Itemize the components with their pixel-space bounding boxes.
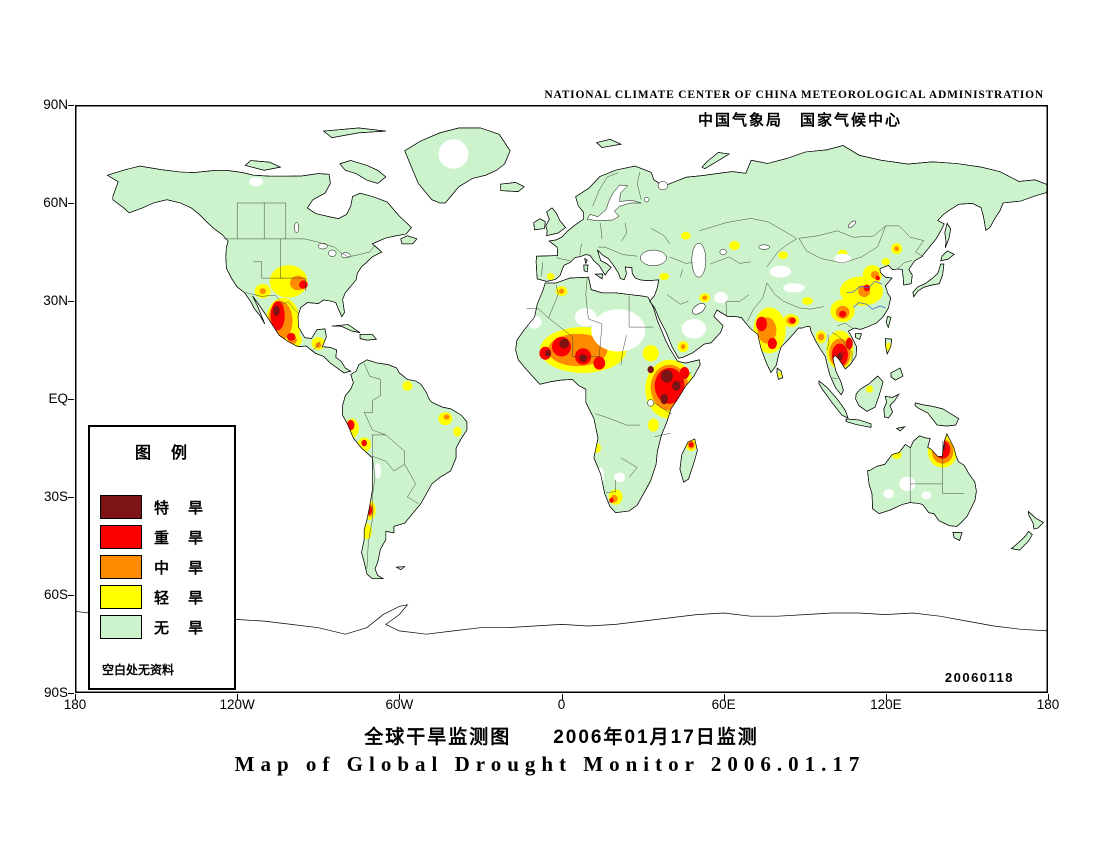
lat-label: 60S [43,587,68,602]
lon-tick [1048,694,1049,700]
legend-title: 图 例 [134,445,189,462]
legend-rows: 特 旱重 旱中 旱轻 旱无 旱 [90,495,234,639]
legend-row: 轻 旱 [100,585,234,609]
inland-seas [294,181,857,407]
datestamp: 20060118 [944,670,1014,685]
lat-label: 90N [43,97,68,112]
legend: 图 例 特 旱重 旱中 旱轻 旱无 旱 空白处无资料 [88,425,236,690]
lat-label: 30S [43,489,68,504]
antarctica [75,604,1048,693]
legend-swatch-severe [100,525,142,549]
lon-label: 120W [219,697,255,712]
world-drought-map: 中国气象局 国家气候中心 图 例 特 旱重 旱中 旱轻 旱无 旱 空白处无资料 … [75,105,1048,693]
lat-tick [68,301,74,302]
agency-title-cn: 中国气象局 国家气候中心 [697,112,902,129]
lon-label: 180 [63,697,87,712]
legend-swatch-none [100,615,142,639]
lat-label: 60N [43,195,68,210]
lon-label: 60E [711,697,736,712]
legend-row: 中 旱 [100,555,234,579]
lon-tick [75,694,76,700]
legend-swatch-extreme [100,495,142,519]
legend-row: 无 旱 [100,615,234,639]
lat-tick [68,693,74,694]
lat-tick [68,595,74,596]
lat-tick [68,399,74,400]
map-frame [75,105,1048,693]
legend-swatch-moderate [100,555,142,579]
agency-title-en: NATIONAL CLIMATE CENTER OF CHINA METEORO… [544,89,1044,101]
lat-label: EQ [48,391,68,406]
lon-tick [885,694,887,700]
legend-label: 轻 旱 [154,589,206,607]
world-map-svg [75,105,1048,693]
lat-label: 30N [43,293,68,308]
lon-tick [723,694,725,700]
coastlines [106,127,1048,579]
legend-row: 特 旱 [100,495,234,519]
lat-tick [68,105,74,106]
legend-row: 重 旱 [100,525,234,549]
caption-en: Map of Global Drought Monitor 2006.01.17 [234,752,866,776]
legend-swatch-light [100,585,142,609]
legend-note: 空白处无资料 [102,663,175,677]
lon-label: 0 [557,697,566,712]
lon-label: 120E [870,697,902,712]
lon-tick [237,694,239,700]
lat-tick [68,497,74,498]
legend-label: 无 旱 [154,619,206,637]
legend-label: 特 旱 [154,499,206,517]
caption-cn: 全球干旱监测图 2006年01月17日监测 [364,727,759,748]
lon-label: 180 [1036,697,1060,712]
legend-label: 中 旱 [154,559,206,577]
lat-label: 90S [43,685,68,700]
country-borders [223,171,965,569]
lon-tick [399,694,401,700]
lon-tick [561,694,563,700]
lon-label: 60W [385,697,414,712]
legend-label: 重 旱 [154,529,206,547]
lat-tick [68,203,74,204]
